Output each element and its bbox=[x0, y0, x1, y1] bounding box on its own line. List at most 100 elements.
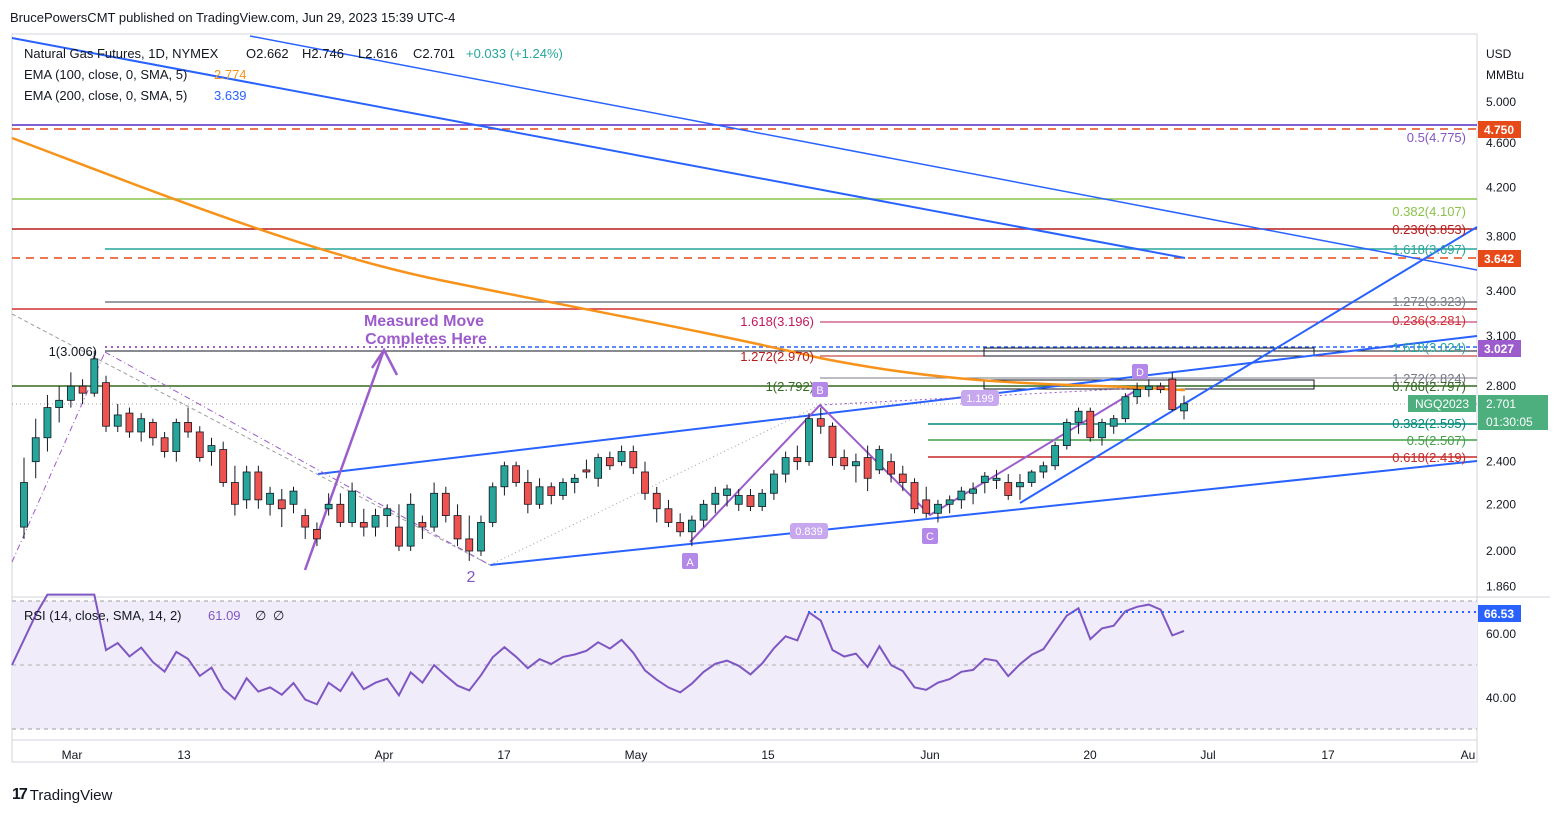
candle-body[interactable] bbox=[453, 515, 462, 540]
candle-body[interactable] bbox=[957, 490, 966, 501]
candle-body[interactable] bbox=[242, 471, 251, 501]
candle-body[interactable] bbox=[184, 422, 192, 433]
candle-body[interactable] bbox=[371, 515, 380, 528]
candle-body[interactable] bbox=[559, 482, 567, 496]
candle-body[interactable] bbox=[852, 461, 860, 467]
candle-body[interactable] bbox=[66, 385, 75, 401]
candle-body[interactable] bbox=[477, 522, 485, 552]
candle-body[interactable] bbox=[617, 451, 626, 463]
candle-body[interactable] bbox=[711, 492, 720, 505]
candle-body[interactable] bbox=[219, 449, 228, 483]
candle-body[interactable] bbox=[840, 457, 849, 467]
candle-body[interactable] bbox=[113, 414, 122, 427]
candle-body[interactable] bbox=[488, 486, 497, 523]
candle-body[interactable] bbox=[535, 486, 544, 505]
candle-body[interactable] bbox=[1168, 378, 1177, 410]
candle-body[interactable] bbox=[945, 499, 954, 505]
candle-body[interactable] bbox=[324, 503, 333, 510]
candle-body[interactable] bbox=[793, 457, 802, 463]
candle-body[interactable] bbox=[523, 482, 532, 505]
candle-body[interactable] bbox=[266, 492, 274, 505]
candle-body[interactable] bbox=[1133, 389, 1142, 398]
candle-body[interactable] bbox=[1016, 482, 1024, 488]
candle-body[interactable] bbox=[875, 449, 884, 471]
candle-body[interactable] bbox=[195, 431, 204, 458]
candle-body[interactable] bbox=[301, 515, 310, 528]
candle-body[interactable] bbox=[31, 437, 40, 463]
candle-body[interactable] bbox=[441, 492, 450, 516]
candle-body[interactable] bbox=[125, 412, 134, 433]
candle-body[interactable] bbox=[172, 422, 181, 452]
candle-body[interactable] bbox=[289, 490, 298, 505]
candle-body[interactable] bbox=[992, 477, 1001, 481]
candle-body[interactable] bbox=[55, 399, 64, 408]
candle-body[interactable] bbox=[863, 457, 872, 479]
candle-body[interactable] bbox=[395, 526, 403, 547]
candle-body[interactable] bbox=[90, 358, 99, 394]
tradingview-logo[interactable]: 17 TradingView bbox=[12, 786, 112, 804]
candle-body[interactable] bbox=[465, 538, 474, 552]
candle-body[interactable] bbox=[1180, 403, 1188, 412]
candle-body[interactable] bbox=[594, 457, 603, 479]
candle-body[interactable] bbox=[922, 499, 931, 514]
candle-body[interactable] bbox=[641, 471, 649, 494]
candle-body[interactable] bbox=[687, 519, 696, 533]
candle-body[interactable] bbox=[1051, 445, 1060, 467]
candle-body[interactable] bbox=[652, 492, 661, 510]
candle-body[interactable] bbox=[547, 486, 556, 496]
candle-body[interactable] bbox=[500, 465, 509, 488]
candle-body[interactable] bbox=[664, 508, 673, 523]
candle-body[interactable] bbox=[910, 482, 919, 510]
candle-body[interactable] bbox=[699, 503, 708, 521]
candle-body[interactable] bbox=[934, 503, 942, 514]
candle-body[interactable] bbox=[512, 465, 521, 483]
candle-body[interactable] bbox=[1004, 482, 1013, 496]
candle-body[interactable] bbox=[1121, 396, 1130, 420]
candle-body[interactable] bbox=[359, 522, 368, 528]
candle-body[interactable] bbox=[969, 488, 977, 494]
candle-body[interactable] bbox=[231, 482, 239, 505]
candle-body[interactable] bbox=[828, 425, 837, 458]
candle-body[interactable] bbox=[160, 437, 169, 452]
candle-body[interactable] bbox=[1062, 422, 1071, 446]
candle-body[interactable] bbox=[781, 457, 790, 475]
candle-body[interactable] bbox=[406, 503, 415, 547]
candle-body[interactable] bbox=[980, 475, 989, 483]
candle-body[interactable] bbox=[1086, 410, 1095, 439]
candle-body[interactable] bbox=[348, 490, 356, 523]
candle-body[interactable] bbox=[336, 503, 345, 523]
candle-body[interactable] bbox=[430, 492, 439, 528]
candle-body[interactable] bbox=[629, 451, 638, 469]
candle-body[interactable] bbox=[1027, 471, 1036, 483]
candle-body[interactable] bbox=[1156, 385, 1165, 391]
candle-body[interactable] bbox=[746, 495, 755, 507]
candle-body[interactable] bbox=[20, 482, 28, 528]
candle-body[interactable] bbox=[1144, 385, 1153, 391]
candle-body[interactable] bbox=[605, 457, 614, 467]
candle-body[interactable] bbox=[1098, 422, 1106, 439]
candle-body[interactable] bbox=[137, 418, 146, 433]
candle-body[interactable] bbox=[1109, 418, 1118, 427]
candle-body[interactable] bbox=[43, 407, 52, 439]
candle-body[interactable] bbox=[1039, 465, 1048, 473]
candle-body[interactable] bbox=[277, 499, 286, 510]
candle-body[interactable] bbox=[254, 471, 263, 501]
candle-body[interactable] bbox=[805, 418, 813, 463]
candle-body[interactable] bbox=[1074, 410, 1083, 423]
candle-body[interactable] bbox=[676, 522, 685, 533]
candle-body[interactable] bbox=[734, 495, 743, 505]
candle-body[interactable] bbox=[758, 492, 767, 507]
candle-body[interactable] bbox=[207, 445, 216, 452]
candle-body[interactable] bbox=[148, 422, 157, 439]
candle-body[interactable] bbox=[816, 418, 825, 427]
candle-body[interactable] bbox=[898, 473, 907, 483]
candle-body[interactable] bbox=[78, 385, 87, 394]
candle-body[interactable] bbox=[313, 529, 321, 540]
candle-body[interactable] bbox=[582, 469, 591, 473]
candle-body[interactable] bbox=[723, 488, 731, 496]
candle-body[interactable] bbox=[769, 473, 778, 494]
candle-body[interactable] bbox=[102, 382, 110, 427]
candle-body[interactable] bbox=[887, 461, 895, 475]
candle-body[interactable] bbox=[383, 508, 392, 516]
